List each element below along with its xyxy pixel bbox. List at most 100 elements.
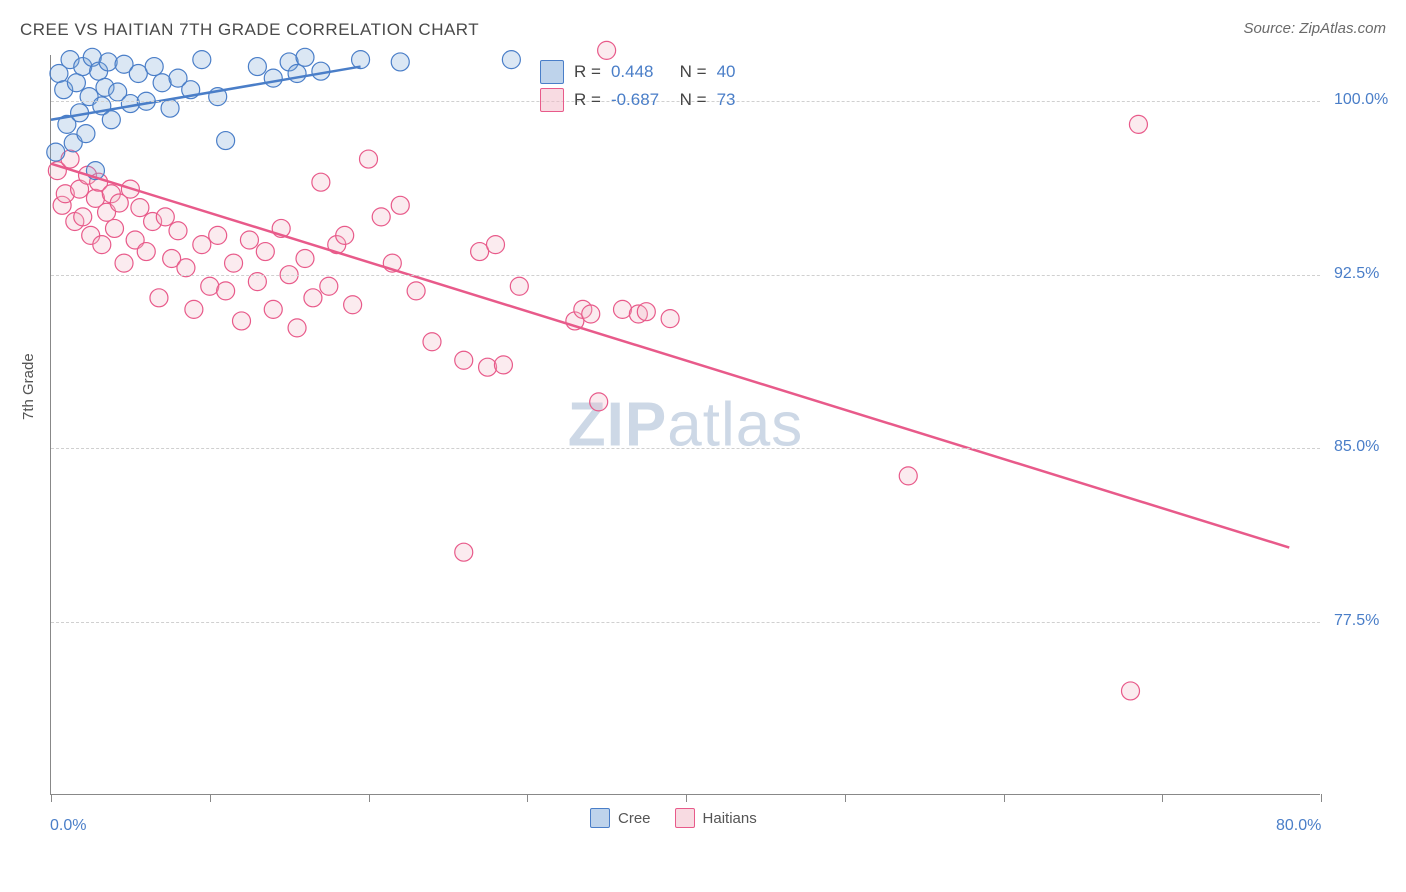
scatter-point [590, 393, 608, 411]
legend-r-label: R = [574, 90, 601, 110]
scatter-point [372, 208, 390, 226]
legend-r-label: R = [574, 62, 601, 82]
scatter-point [264, 300, 282, 318]
y-tick-label: 85.0% [1334, 438, 1379, 456]
legend-swatch [540, 88, 564, 112]
x-tick [51, 794, 52, 802]
scatter-point [344, 296, 362, 314]
scatter-point [661, 310, 679, 328]
scatter-point [423, 333, 441, 351]
scatter-point [336, 226, 354, 244]
scatter-point [106, 219, 124, 237]
legend-label: Haitians [703, 810, 757, 827]
scatter-point [352, 51, 370, 69]
scatter-point [217, 282, 235, 300]
legend-stats-box: R =0.448 N =40R =-0.687 N =73 [540, 60, 771, 116]
scatter-point [304, 289, 322, 307]
scatter-point [455, 351, 473, 369]
scatter-point [502, 51, 520, 69]
scatter-point [391, 53, 409, 71]
scatter-point [156, 208, 174, 226]
scatter-point [288, 319, 306, 337]
scatter-point [99, 53, 117, 71]
x-tick [845, 794, 846, 802]
legend-n-value: 73 [717, 90, 771, 110]
gridline-h [51, 275, 1320, 276]
scatter-point [233, 312, 251, 330]
scatter-point [121, 95, 139, 113]
scatter-point [193, 236, 211, 254]
scatter-point [598, 41, 616, 59]
scatter-point [614, 300, 632, 318]
scatter-point [240, 231, 258, 249]
x-tick [1321, 794, 1322, 802]
gridline-h [51, 448, 1320, 449]
y-tick-label: 77.5% [1334, 612, 1379, 630]
scatter-point [1129, 115, 1147, 133]
scatter-point [225, 254, 243, 272]
scatter-point [102, 111, 120, 129]
scatter-point [256, 243, 274, 261]
trendline [51, 164, 1289, 548]
x-tick [686, 794, 687, 802]
scatter-point [899, 467, 917, 485]
legend-n-label: N = [675, 62, 707, 82]
legend-r-value: -0.687 [611, 90, 665, 110]
scatter-point [296, 48, 314, 66]
scatter-point [312, 173, 330, 191]
legend-label: Cree [618, 810, 651, 827]
x-tick [210, 794, 211, 802]
scatter-point [582, 305, 600, 323]
scatter-point [510, 277, 528, 295]
scatter-point [77, 125, 95, 143]
scatter-point [1122, 682, 1140, 700]
scatter-point [115, 254, 133, 272]
scatter-point [47, 143, 65, 161]
plot-svg [51, 55, 1320, 794]
scatter-point [455, 543, 473, 561]
scatter-point [193, 51, 211, 69]
gridline-h [51, 622, 1320, 623]
x-tick-label: 80.0% [1276, 817, 1321, 835]
source-label: Source: ZipAtlas.com [1243, 20, 1386, 37]
scatter-point [296, 250, 314, 268]
scatter-point [479, 358, 497, 376]
scatter-point [217, 132, 235, 150]
legend-n-label: N = [675, 90, 707, 110]
x-tick-label: 0.0% [50, 817, 86, 835]
scatter-point [169, 222, 187, 240]
scatter-point [637, 303, 655, 321]
scatter-point [264, 69, 282, 87]
scatter-point [150, 289, 168, 307]
bottom-legend-item: Cree [590, 808, 651, 828]
scatter-point [137, 243, 155, 261]
x-tick [1162, 794, 1163, 802]
legend-swatch [540, 60, 564, 84]
scatter-point [360, 150, 378, 168]
scatter-point [131, 199, 149, 217]
scatter-point [93, 236, 111, 254]
scatter-point [320, 277, 338, 295]
bottom-legend-item: Haitians [675, 808, 757, 828]
scatter-point [201, 277, 219, 295]
scatter-point [145, 58, 163, 76]
scatter-point [185, 300, 203, 318]
x-tick [369, 794, 370, 802]
chart-container: CREE VS HAITIAN 7TH GRADE CORRELATION CH… [0, 0, 1406, 892]
scatter-point [74, 208, 92, 226]
y-axis-label: 7th Grade [20, 353, 37, 420]
scatter-point [487, 236, 505, 254]
chart-title: CREE VS HAITIAN 7TH GRADE CORRELATION CH… [20, 20, 479, 40]
x-tick [1004, 794, 1005, 802]
scatter-point [407, 282, 425, 300]
scatter-point [153, 74, 171, 92]
scatter-point [209, 226, 227, 244]
y-tick-label: 100.0% [1334, 91, 1388, 109]
legend-stats-row: R = -0.687 N = 73 [540, 88, 771, 112]
legend-swatch [590, 808, 610, 828]
legend-r-value: 0.448 [611, 62, 665, 82]
x-tick [527, 794, 528, 802]
bottom-legend: Cree Haitians [590, 808, 757, 828]
legend-stats-row: R =0.448 N =40 [540, 60, 771, 84]
scatter-point [391, 196, 409, 214]
